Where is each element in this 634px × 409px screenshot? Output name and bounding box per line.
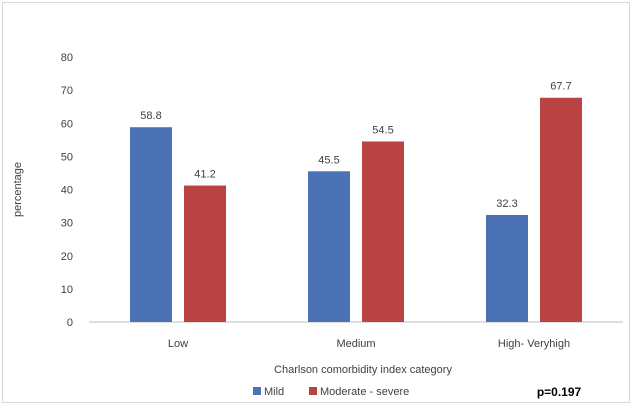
y-axis-title: percentage	[12, 162, 24, 217]
bar-moderate-severe-1	[362, 141, 404, 322]
y-tick-label: 70	[61, 85, 73, 97]
y-axis-ticks: 0 10 20 30 40 50 60 70 80	[61, 52, 73, 329]
x-category-label: Medium	[336, 338, 375, 350]
bars	[130, 97, 582, 323]
y-tick-label: 30	[61, 218, 73, 230]
y-tick-label: 60	[61, 118, 73, 130]
x-axis-title: Charlson comorbidity index category	[274, 364, 452, 376]
y-tick-label: 80	[61, 52, 73, 64]
legend-swatch	[309, 387, 317, 395]
chart-frame: 0 10 20 30 40 50 60 70 80 58.8 41.2 45.5 54.5 32.3 67…	[2, 2, 630, 403]
legend: Mild Moderate - severe	[253, 386, 409, 398]
data-label: 32.3	[496, 198, 517, 210]
y-tick-label: 50	[61, 151, 73, 163]
y-tick-label: 40	[61, 185, 73, 197]
bar-mild-0	[130, 127, 172, 322]
x-category-label: High- Veryhigh	[498, 338, 570, 350]
bar-moderate-severe-2	[540, 97, 582, 323]
y-tick-label: 10	[61, 284, 73, 296]
p-value-annotation: p=0.197	[537, 385, 582, 399]
legend-swatch	[253, 387, 261, 395]
legend-label: Moderate - severe	[320, 386, 409, 398]
x-category-label: Low	[168, 338, 188, 350]
data-label: 41.2	[194, 169, 215, 181]
bar-chart: 0 10 20 30 40 50 60 70 80 58.8 41.2 45.5 54.5 32.3 67…	[12, 52, 623, 399]
y-tick-label: 0	[67, 317, 73, 329]
bar-moderate-severe-0	[184, 185, 226, 322]
y-tick-label: 20	[61, 251, 73, 263]
data-labels: 58.8 41.2 45.5 54.5 32.3 67.7	[140, 81, 571, 210]
bar-mild-1	[308, 171, 350, 322]
legend-label: Mild	[264, 386, 284, 398]
data-label: 54.5	[372, 124, 393, 136]
data-label: 45.5	[318, 154, 339, 166]
x-axis-categories: Low Medium High- Veryhigh	[168, 338, 570, 350]
data-label: 67.7	[550, 81, 571, 93]
bar-mild-2	[486, 215, 528, 322]
data-label: 58.8	[140, 110, 161, 122]
